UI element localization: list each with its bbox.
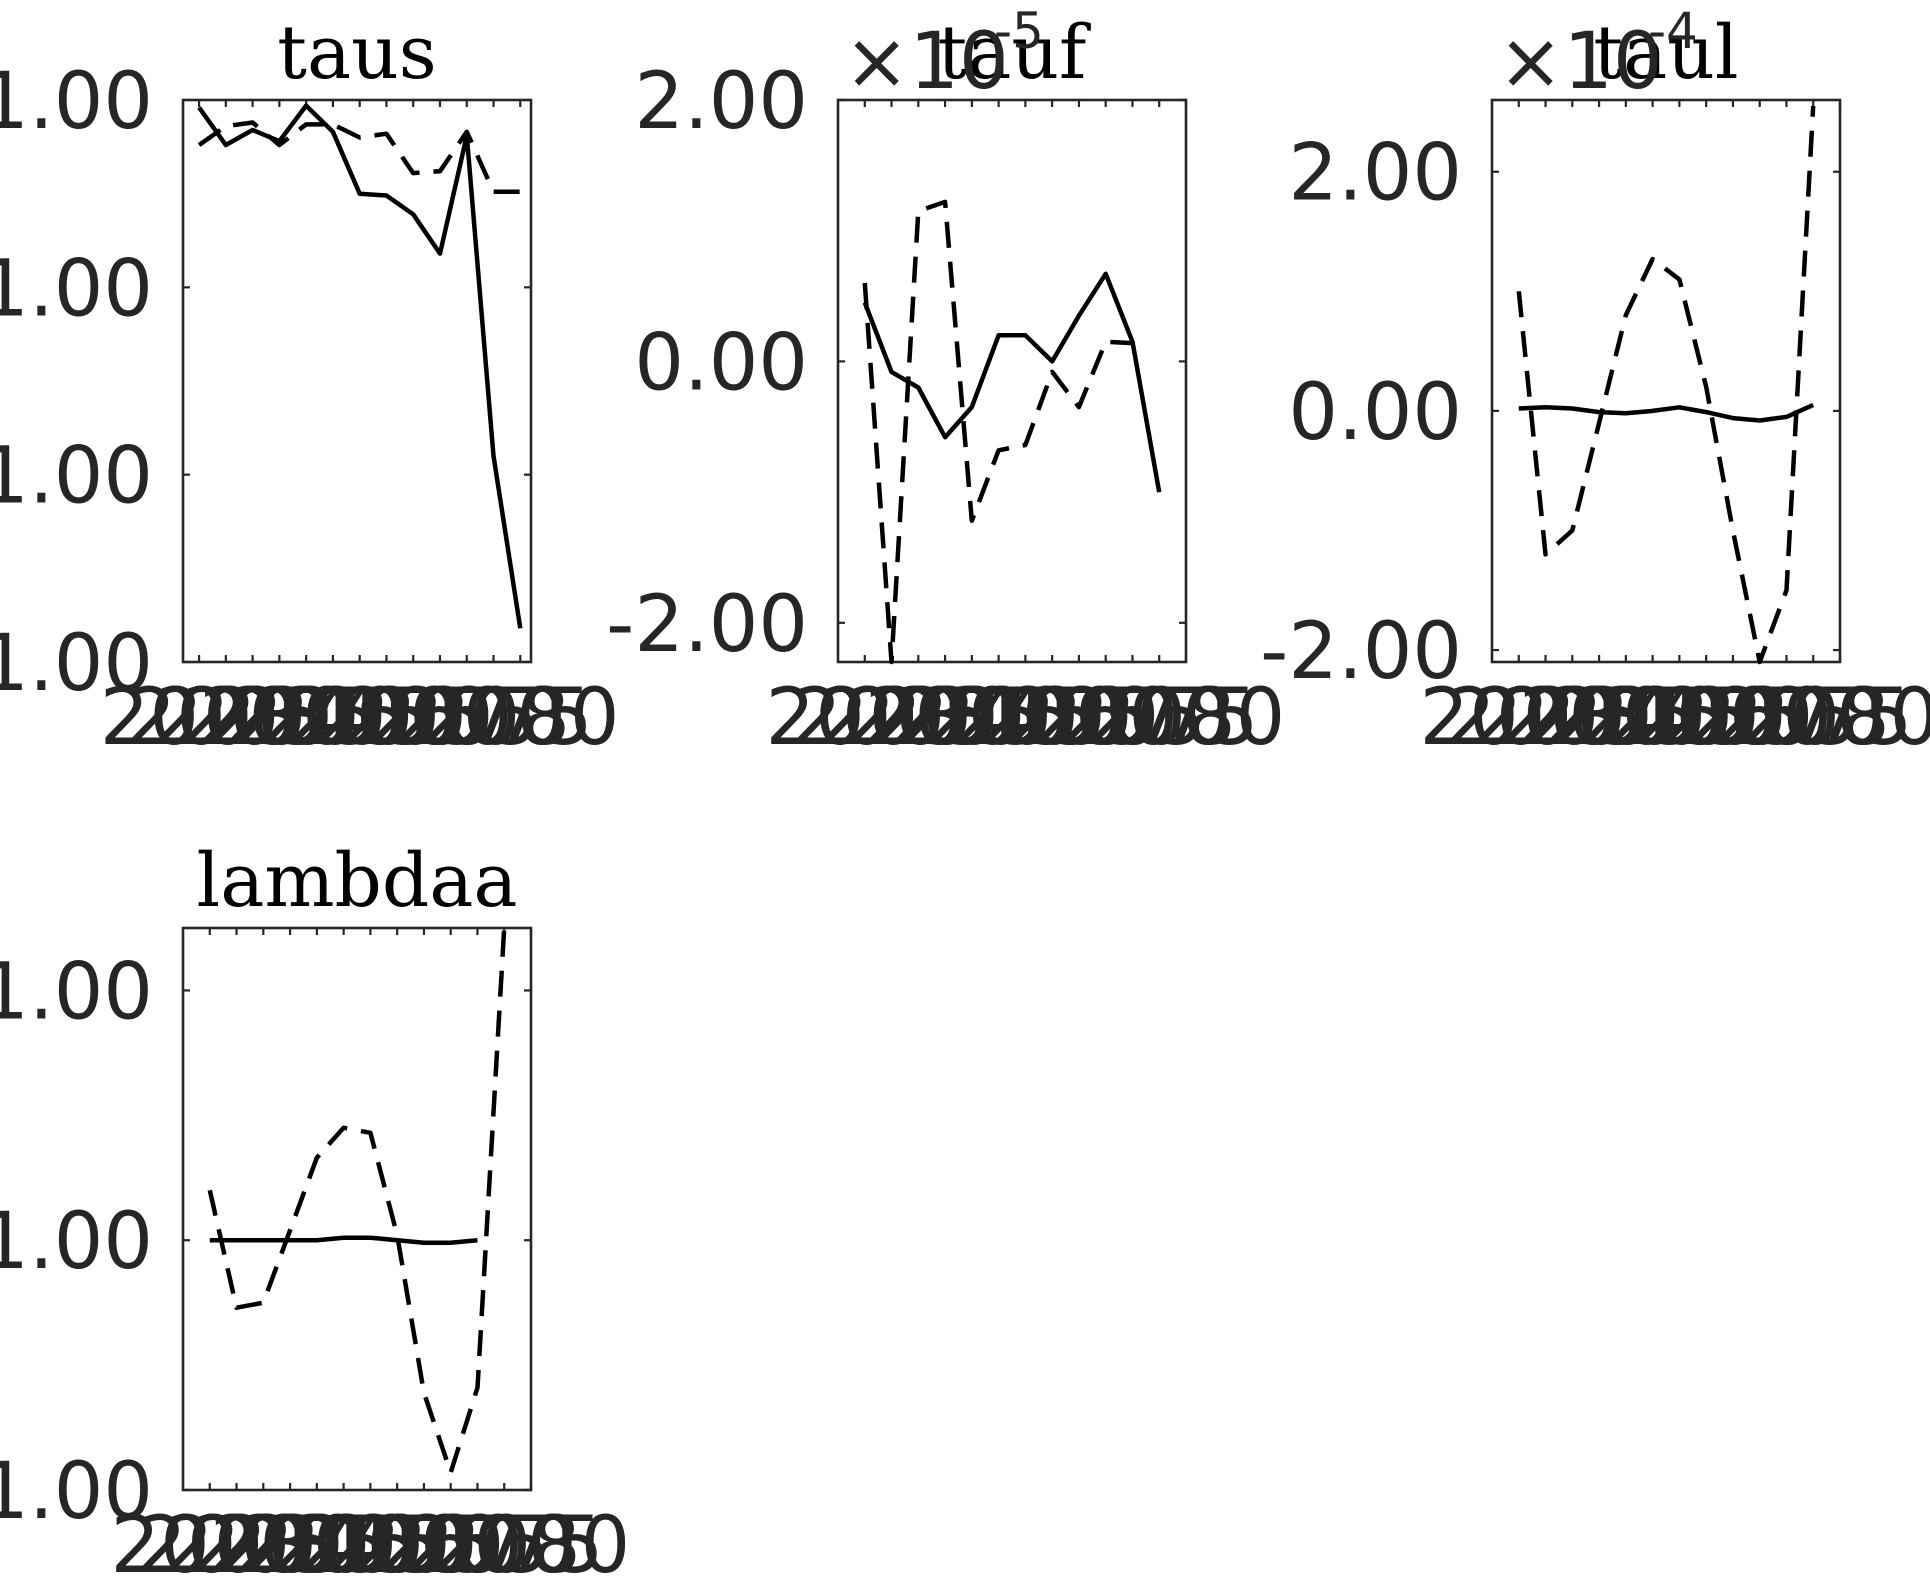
lambdaa-ytick-label: 1.00 [0, 1447, 153, 1537]
tauf-xtick-label: 2055 [953, 673, 1152, 763]
lambdaa-xtick-label: 2020 [111, 1501, 310, 1588]
taus-ytick-label: 1.00 [0, 619, 153, 709]
taul-title: taul [1593, 10, 1738, 96]
taul-ytick-label: -2.00 [1260, 607, 1462, 697]
taus-xtick-label: 2080 [421, 673, 620, 763]
taus-xtick-label: 2030 [153, 673, 352, 763]
lambdaa-xtick-label: 2035 [191, 1501, 390, 1588]
taul-xtick-label: 2040 [1527, 673, 1726, 763]
lambdaa-xtick-label: 2025 [137, 1501, 336, 1588]
taul-series-solid [1518, 402, 1815, 423]
taus-xtick-label: 2050 [260, 673, 459, 763]
taul-xtick-label: 2080 [1741, 673, 1930, 763]
taus-ytick-label: 1.00 [0, 244, 153, 334]
tauf-series-dashed [862, 199, 1133, 665]
lambdaa-axes-box [181, 926, 533, 1492]
taul-xtick-label: 2020 [1420, 673, 1619, 763]
taus-xtick-label: 2055 [287, 673, 486, 763]
taul-xtick-label: 2070 [1687, 673, 1886, 763]
lambdaa-ytick-label: 1.00 [0, 947, 153, 1037]
tauf-xtick-label: 2025 [792, 673, 991, 763]
tauf-xtick-label: 2035 [846, 673, 1045, 763]
taul-axis-multiplier: ×10 [1498, 17, 1663, 107]
taul-xtick-label: 2045 [1553, 673, 1752, 763]
lambdaa-ytick-label: 1.00 [0, 1197, 153, 1287]
taus-xtick-label: 2075 [394, 673, 593, 763]
taul-xtick-label: 2025 [1446, 673, 1645, 763]
tauf-ytick-label: 0.00 [634, 318, 808, 408]
taus-title: taus [277, 10, 437, 96]
taus-xtick-label: 2045 [234, 673, 433, 763]
tauf-ytick-label: -2.00 [606, 580, 808, 670]
tauf-title: tauf [938, 10, 1092, 96]
tauf-axis-exponent: -5 [994, 2, 1044, 60]
lambdaa-xtick-label: 2040 [218, 1501, 417, 1588]
taul-xtick-label: 2050 [1580, 673, 1779, 763]
lambdaa-xtick-label: 2060 [325, 1501, 524, 1588]
lambdaa-xtick-label: 2070 [378, 1501, 577, 1588]
taul-xtick-label: 2065 [1660, 673, 1859, 763]
taul-xtick-label: 2060 [1634, 673, 1833, 763]
panel-lambdaa: 1.001.001.002020202520302035204020452050… [0, 838, 630, 1588]
taus-ytick-label: 1.00 [0, 432, 153, 522]
taus-xtick-label: 2020 [100, 673, 299, 763]
taus-xtick-label: 2025 [127, 673, 326, 763]
taul-axes-box [1490, 98, 1842, 664]
lambdaa-xtick-label: 2065 [351, 1501, 550, 1588]
tauf-xtick-label: 2045 [899, 673, 1098, 763]
taus-xtick-label: 2040 [207, 673, 406, 763]
lambdaa-xtick-label: 2050 [271, 1501, 470, 1588]
taul-xtick-label: 2075 [1714, 673, 1913, 763]
tauf-ytick-label: 2.00 [634, 57, 808, 147]
tauf-xtick-label: 2075 [1060, 673, 1259, 763]
tauf-xtick-label: 2065 [1006, 673, 1205, 763]
taus-ytick-label: 1.00 [0, 57, 153, 147]
panel-tauf: -2.00 0.00 2.00 202020252030203520402045205… [606, 2, 1285, 763]
lambdaa-series-dashed [207, 927, 507, 1475]
taul-ytick-label: 0.00 [1288, 368, 1462, 458]
taus-series-dashed [197, 120, 521, 195]
taus-series-solid [197, 103, 523, 629]
panel-taus: 1.001.001.001.00202020252030203520402045… [0, 10, 620, 763]
taus-xtick-label: 2070 [367, 673, 566, 763]
tauf-axes-box [836, 98, 1188, 664]
tauf-xtick-label: 2040 [873, 673, 1072, 763]
taul-ytick-label: 2.00 [1288, 129, 1462, 219]
taus-xtick-label: 2065 [341, 673, 540, 763]
taul-axis-exponent: -4 [1648, 2, 1698, 60]
tauf-axis-multiplier: ×10 [844, 17, 1009, 107]
tauf-xtick-label: 2080 [1087, 673, 1286, 763]
tauf-xtick-label: 2050 [926, 673, 1125, 763]
taus-axes-box [181, 98, 533, 664]
lambdaa-xtick-label: 2075 [405, 1501, 604, 1588]
taus-xtick-label: 2035 [180, 673, 379, 763]
lambdaa-xtick-label: 2055 [298, 1501, 497, 1588]
tauf-xtick-label: 2030 [819, 673, 1018, 763]
lambdaa-xtick-label: 2080 [432, 1501, 631, 1588]
taul-xtick-label: 2035 [1500, 673, 1699, 763]
tauf-xtick-label: 2020 [766, 673, 965, 763]
lambdaa-title: lambdaa [197, 838, 518, 924]
lambdaa-xtick-label: 2030 [164, 1501, 363, 1588]
taul-xtick-label: 2030 [1473, 673, 1672, 763]
taus-xtick-label: 2060 [314, 673, 513, 763]
panel-taul: -2.00 0.00 2.00 202020252030203520402045205… [1260, 2, 1930, 763]
tauf-xtick-label: 2060 [980, 673, 1179, 763]
taul-xtick-label: 2055 [1607, 673, 1806, 763]
lambdaa-series-solid [209, 1235, 478, 1245]
tauf-xtick-label: 2070 [1033, 673, 1232, 763]
lambdaa-xtick-label: 2045 [244, 1501, 443, 1588]
taul-series-dashed [1516, 105, 1816, 665]
tauf-series-solid [862, 271, 1162, 493]
